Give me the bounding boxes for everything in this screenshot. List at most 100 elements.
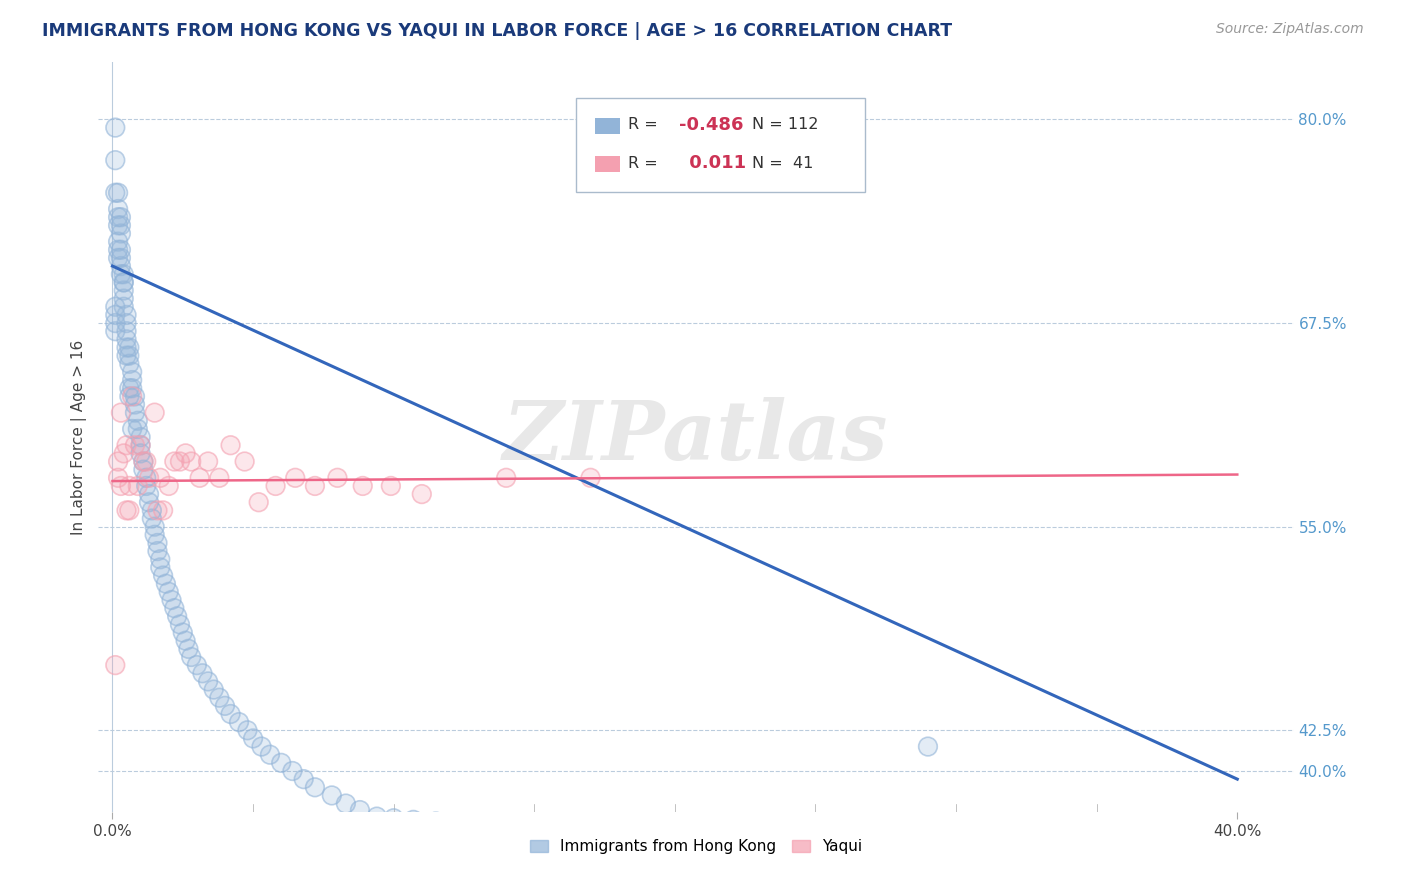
Text: R =: R =: [628, 118, 664, 132]
Point: [112, 276, 135, 290]
Point: [219, 706, 242, 721]
Point: [104, 324, 127, 338]
Point: [146, 544, 169, 558]
Point: [146, 544, 169, 558]
Point: [664, 829, 686, 843]
Point: [143, 406, 166, 420]
Text: N = 112: N = 112: [752, 118, 818, 132]
Point: [242, 731, 264, 746]
Point: [284, 471, 307, 485]
Point: [264, 479, 287, 493]
Point: [177, 641, 200, 656]
Point: [155, 576, 177, 591]
Point: [163, 601, 186, 615]
Point: [292, 772, 315, 786]
Point: [664, 829, 686, 843]
Point: [495, 819, 517, 833]
Point: [112, 300, 135, 314]
Point: [118, 479, 141, 493]
Point: [402, 813, 425, 827]
Point: [425, 814, 447, 829]
Point: [169, 617, 191, 632]
Point: [495, 819, 517, 833]
Point: [214, 698, 236, 713]
Point: [720, 832, 742, 847]
Point: [495, 471, 517, 485]
Point: [107, 471, 129, 485]
Point: [692, 830, 714, 845]
Point: [129, 430, 152, 444]
Point: [110, 210, 132, 224]
Point: [242, 731, 264, 746]
Point: [141, 511, 163, 525]
Point: [247, 495, 270, 509]
Point: [270, 756, 292, 770]
Point: [636, 828, 658, 842]
Point: [138, 471, 160, 485]
Point: [107, 186, 129, 200]
Point: [124, 406, 146, 420]
Point: [607, 826, 630, 840]
Point: [321, 789, 343, 803]
Point: [166, 609, 188, 624]
Point: [115, 324, 138, 338]
Point: [748, 834, 770, 848]
Text: R =: R =: [628, 156, 664, 170]
Point: [132, 454, 155, 468]
Point: [110, 267, 132, 281]
Point: [180, 454, 202, 468]
Point: [149, 552, 172, 566]
Point: [104, 300, 127, 314]
Point: [146, 536, 169, 550]
Point: [110, 406, 132, 420]
Point: [107, 471, 129, 485]
Point: [112, 300, 135, 314]
Point: [112, 267, 135, 281]
Point: [121, 422, 143, 436]
Point: [917, 739, 939, 754]
Point: [112, 446, 135, 460]
Point: [146, 536, 169, 550]
Point: [180, 650, 202, 665]
Point: [228, 715, 250, 730]
Point: [132, 463, 155, 477]
Point: [127, 479, 149, 493]
Point: [104, 153, 127, 168]
Point: [169, 617, 191, 632]
Point: [495, 471, 517, 485]
Point: [115, 349, 138, 363]
Point: [104, 324, 127, 338]
Point: [118, 503, 141, 517]
Point: [214, 698, 236, 713]
Point: [352, 479, 374, 493]
Point: [174, 633, 197, 648]
Point: [284, 471, 307, 485]
Point: [115, 341, 138, 355]
Point: [551, 822, 574, 837]
Point: [124, 397, 146, 411]
Point: [551, 822, 574, 837]
Point: [143, 519, 166, 533]
Point: [107, 186, 129, 200]
Point: [118, 341, 141, 355]
Point: [143, 528, 166, 542]
Point: [112, 267, 135, 281]
Point: [141, 503, 163, 517]
Point: [219, 706, 242, 721]
Point: [352, 479, 374, 493]
Point: [110, 259, 132, 273]
Point: [118, 357, 141, 371]
Point: [115, 503, 138, 517]
Point: [247, 495, 270, 509]
Point: [186, 658, 208, 673]
Point: [169, 454, 191, 468]
Point: [129, 438, 152, 452]
Point: [107, 202, 129, 216]
Point: [121, 365, 143, 379]
Point: [124, 438, 146, 452]
Point: [104, 186, 127, 200]
Point: [191, 666, 214, 681]
Point: [118, 479, 141, 493]
Point: [152, 503, 174, 517]
Point: [118, 357, 141, 371]
